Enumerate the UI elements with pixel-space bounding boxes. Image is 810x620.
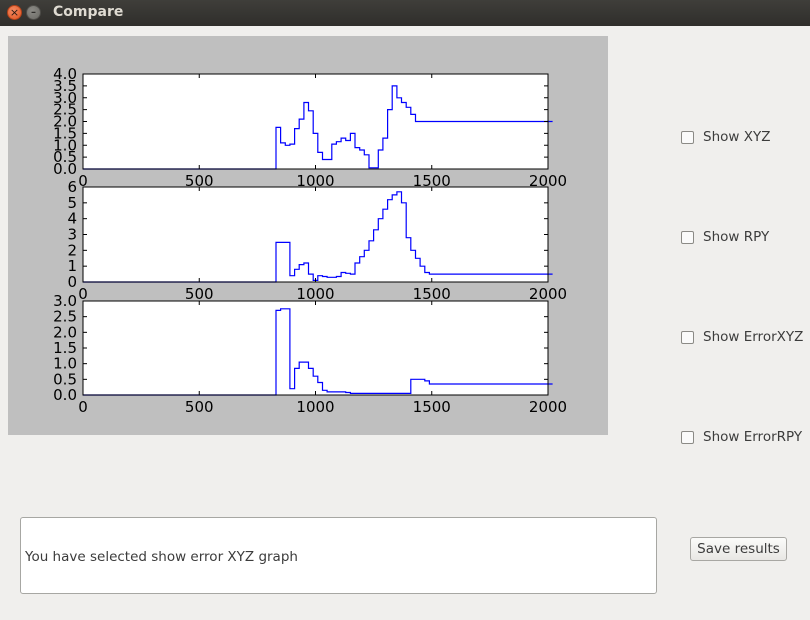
title-bar: × – Compare <box>0 0 810 26</box>
show-errorxyz-checkbox[interactable]: Show ErrorXYZ <box>681 328 803 346</box>
x-tick-label: 2000 <box>529 285 567 303</box>
plot-panel: 0 500 1000 1500 2000 0.0 0.5 1.0 1.5 2.0 2.5 3.0 3.5… <box>8 36 608 435</box>
checkbox-box[interactable] <box>681 230 694 244</box>
x-tick-label: 1500 <box>413 285 451 303</box>
y-tick-label: 2.5 <box>53 308 77 326</box>
y-tick-label: 6 <box>67 178 77 196</box>
y-tick-label: 1.0 <box>53 355 77 373</box>
message-text: You have selected show error XYZ graph <box>25 549 298 565</box>
plot-area <box>83 301 548 395</box>
save-results-button[interactable]: Save results <box>690 537 787 561</box>
show-rpy-checkbox[interactable]: Show RPY <box>681 228 769 246</box>
x-tick-label: 0 <box>78 285 88 303</box>
x-tick-label: 1500 <box>413 172 451 190</box>
x-tick-label: 500 <box>185 172 214 190</box>
y-tick-label: 1 <box>67 257 77 275</box>
y-tick-label: 1.5 <box>53 339 77 357</box>
show-errorxyz-label: Show ErrorXYZ <box>703 329 804 345</box>
minimize-icon: – <box>31 6 36 18</box>
window-title: Compare <box>53 4 124 20</box>
y-tick-label: 2 <box>67 241 77 259</box>
y-tick-label: 2.5 <box>53 101 77 119</box>
y-tick-label: 0.5 <box>53 370 77 388</box>
show-errorrpy-label: Show ErrorRPY <box>703 429 803 445</box>
show-errorrpy-checkbox[interactable]: Show ErrorRPY <box>681 428 802 446</box>
checkbox-box[interactable] <box>681 330 694 344</box>
y-tick-label: 3.0 <box>53 89 77 107</box>
show-xyz-label: Show XYZ <box>703 129 771 145</box>
y-tick-label: 3 <box>67 226 77 244</box>
x-tick-label: 500 <box>185 285 214 303</box>
checkbox-box[interactable] <box>681 430 694 444</box>
y-tick-label: 3.5 <box>53 77 77 95</box>
x-tick-label: 0 <box>78 172 88 190</box>
x-tick-label: 1000 <box>296 285 334 303</box>
series-line <box>83 191 553 283</box>
message-box: You have selected show error XYZ graph <box>20 517 657 594</box>
y-tick-label: 1.0 <box>53 136 77 154</box>
x-tick-label: 1000 <box>296 172 334 190</box>
close-button[interactable]: × <box>7 5 22 20</box>
show-xyz-checkbox[interactable]: Show XYZ <box>681 128 770 146</box>
plot-area <box>83 187 548 282</box>
y-tick-label: 1.5 <box>53 124 77 142</box>
y-tick-label: 0.0 <box>53 386 77 404</box>
x-tick-label: 2000 <box>529 398 567 416</box>
close-icon: × <box>9 6 20 19</box>
y-tick-label: 3.0 <box>53 292 77 310</box>
y-tick-label: 0.5 <box>53 148 77 166</box>
series-line <box>83 308 553 396</box>
show-rpy-label: Show RPY <box>703 229 770 245</box>
x-tick-label: 500 <box>185 398 214 416</box>
y-tick-label: 2.0 <box>53 323 77 341</box>
x-tick-label: 0 <box>78 398 88 416</box>
plots-canvas: 0 500 1000 1500 20000.00.51.01.52.02.53.03.5… <box>53 65 567 416</box>
y-tick-label: 5 <box>67 194 77 212</box>
x-tick-label: 1000 <box>296 398 334 416</box>
y-tick-label: 4 <box>67 210 77 228</box>
x-tick-label: 2000 <box>529 172 567 190</box>
y-tick-label: 0.0 <box>53 160 77 178</box>
series-line <box>83 85 553 170</box>
minimize-button[interactable]: – <box>26 5 41 20</box>
subplot-3: 0 500 1000 1500 2000 0.00.51.01.52.02.53.0 <box>53 292 567 416</box>
x-tick-label: 1500 <box>413 398 451 416</box>
y-tick-label: 2.0 <box>53 113 77 131</box>
y-tick-label: 4.0 <box>53 65 77 83</box>
y-tick-label: 0 <box>67 273 77 291</box>
checkbox-box[interactable] <box>681 130 694 144</box>
subplot-1: 0 500 1000 1500 2000 0.00.51.01.52.02.53.03.5… <box>53 65 567 190</box>
